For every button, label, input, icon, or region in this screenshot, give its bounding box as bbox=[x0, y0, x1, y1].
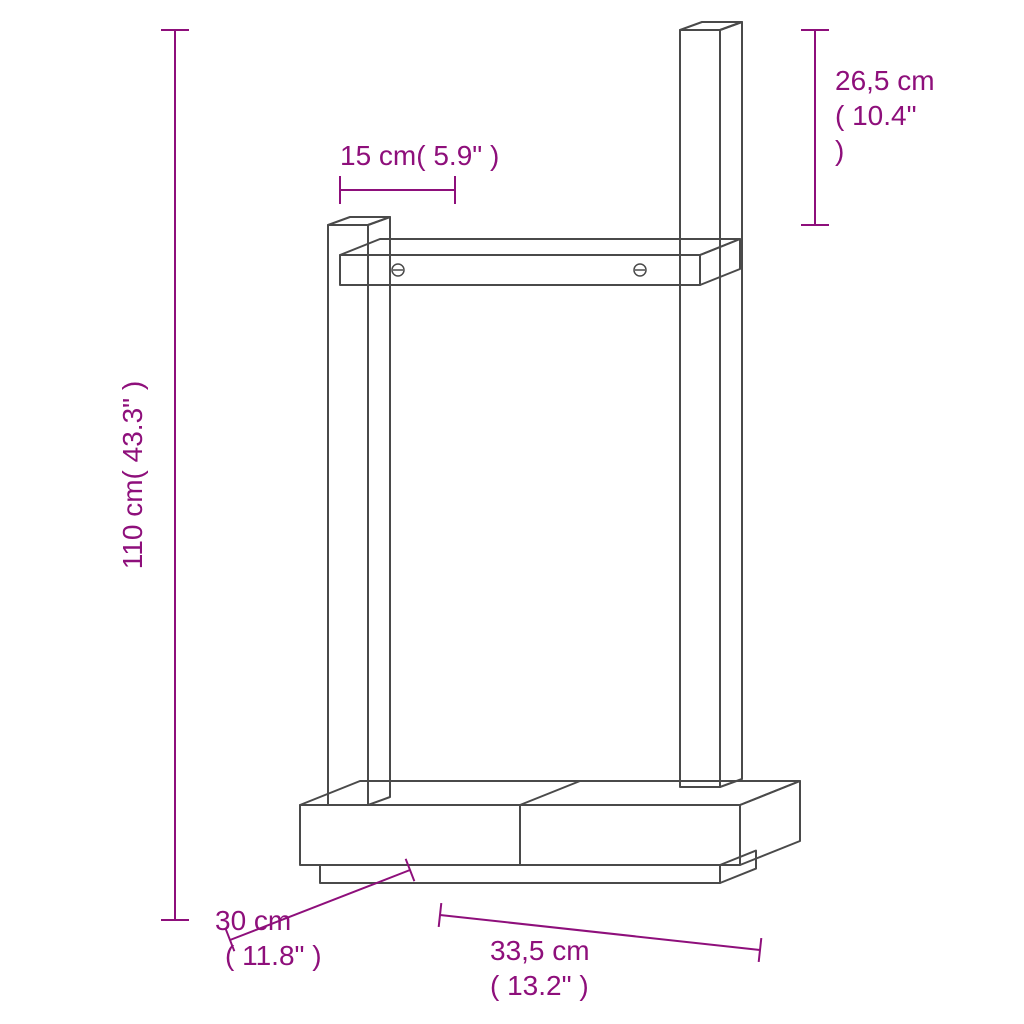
dim-base-depth-cm: 30 cm bbox=[215, 905, 291, 936]
dim-base-width-in: ( 13.2" ) bbox=[490, 970, 589, 1001]
dim-height-label: 110 cm( 43.3" ) bbox=[117, 381, 148, 569]
dim-shelf-label: 15 cm( 5.9" ) bbox=[340, 140, 499, 171]
dim-base-width-cm: 33,5 cm bbox=[490, 935, 590, 966]
dim-topgap-close: ) bbox=[835, 135, 844, 166]
dim-base-depth-in: ( 11.8" ) bbox=[225, 940, 322, 971]
dimension-diagram: 110 cm( 43.3" ) 26,5 cm ( 10.4") 15 cm( 5.9… bbox=[0, 0, 1024, 1024]
dim-topgap-cm: 26,5 cm bbox=[835, 65, 935, 96]
dimension-annotations: 110 cm( 43.3" ) 26,5 cm ( 10.4") 15 cm( 5.9… bbox=[117, 30, 935, 1001]
dim-topgap-in: ( 10.4" bbox=[835, 100, 917, 131]
